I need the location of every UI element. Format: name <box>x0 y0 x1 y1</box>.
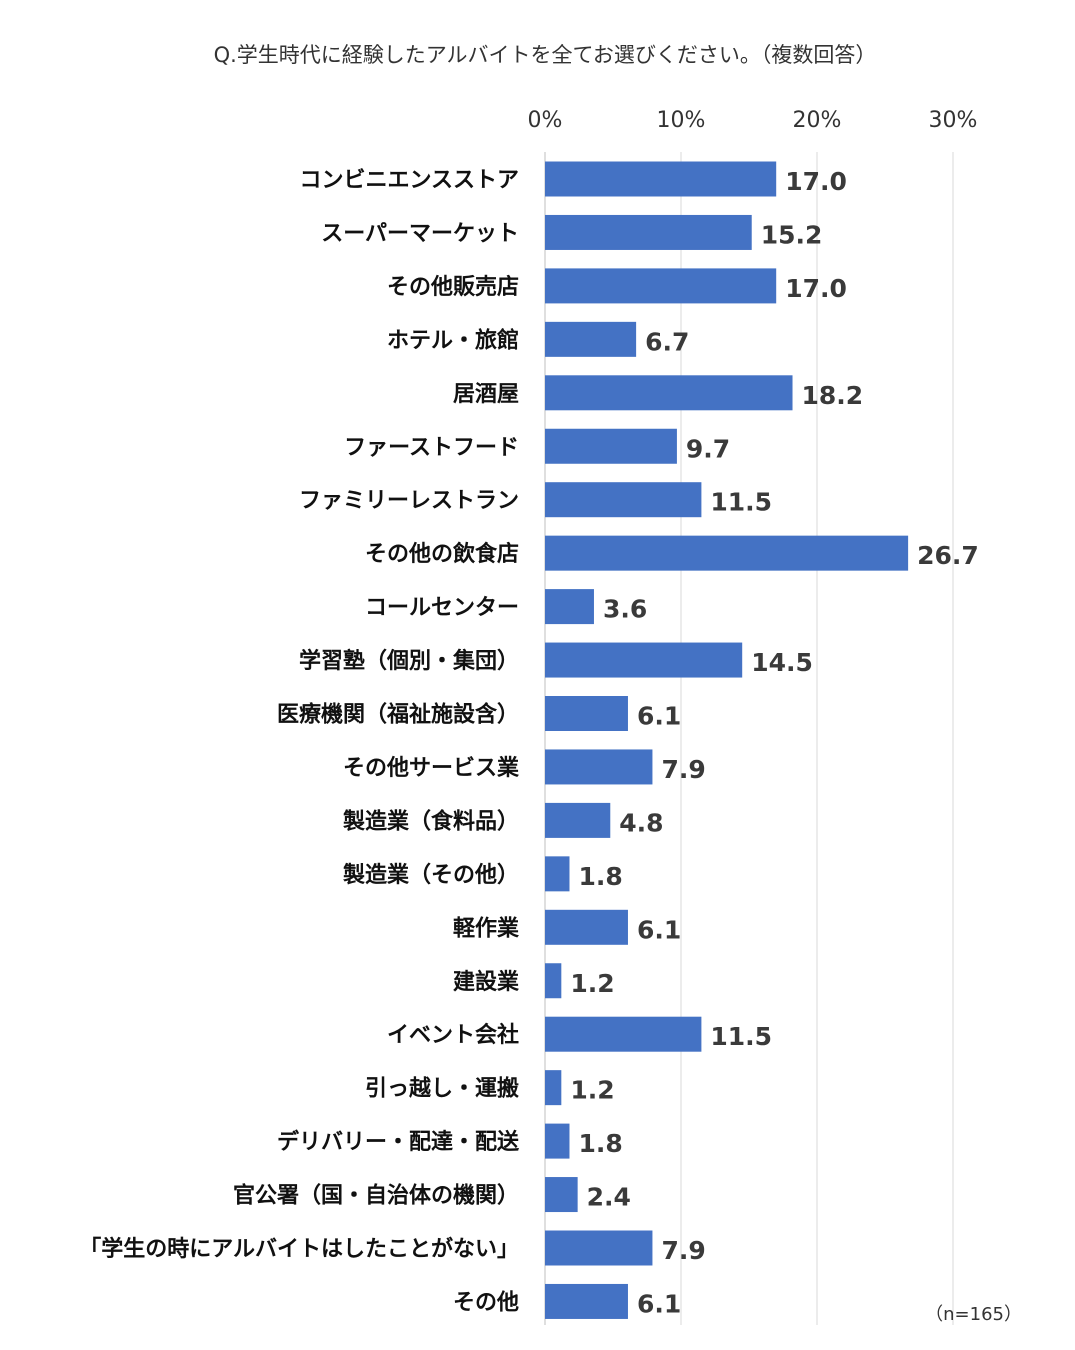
x-tick-label: 30% <box>929 108 978 133</box>
value-label: 17.0 <box>785 167 847 196</box>
value-label: 6.1 <box>637 702 681 731</box>
category-label: コールセンター <box>365 596 519 621</box>
bar <box>545 696 628 731</box>
category-label: ホテル・旅館 <box>387 327 519 353</box>
bars <box>545 161 909 1319</box>
category-label: スーパーマーケット <box>321 221 519 246</box>
value-labels: 17.0 15.2 17.0 6.7 18.2 9.7 11.5 26.7 3.6 14.5 6.1… <box>570 167 978 1318</box>
value-label: 3.6 <box>603 595 647 624</box>
bar <box>545 963 562 999</box>
value-label: 9.7 <box>686 434 730 463</box>
category-label: その他の飲食店 <box>365 541 519 567</box>
bar <box>545 856 570 892</box>
x-axis-ticks: 0% 10% 20% 30% <box>528 108 978 133</box>
value-label: 26.7 <box>917 541 979 570</box>
value-label: 7.9 <box>661 755 705 784</box>
category-label: 学習塾（個別・集団） <box>299 648 519 674</box>
value-label: 1.2 <box>570 1076 614 1105</box>
bar <box>545 1016 702 1052</box>
category-label: デリバリー・配達・配送 <box>277 1129 519 1155</box>
x-tick-label: 0% <box>528 108 563 133</box>
category-label: コンビニエンスストア <box>299 168 519 193</box>
category-label: 引っ越し・運搬 <box>365 1076 519 1102</box>
bar <box>545 909 628 945</box>
bar <box>545 482 702 518</box>
category-label: その他サービス業 <box>343 756 520 781</box>
bar <box>545 428 677 464</box>
category-label: 製造業（食料品） <box>342 808 519 834</box>
value-label: 2.4 <box>587 1183 631 1212</box>
value-label: 11.5 <box>710 488 772 517</box>
bar <box>545 375 793 411</box>
x-tick-label: 20% <box>793 108 842 133</box>
value-label: 4.8 <box>619 808 663 837</box>
value-label: 17.0 <box>785 274 847 303</box>
bar <box>545 1070 562 1106</box>
category-label: 製造業（その他） <box>342 862 519 888</box>
category-label: イベント会社 <box>387 1022 519 1048</box>
sample-size-note: （n=165） <box>925 1304 1022 1325</box>
bar <box>545 749 653 785</box>
value-label: 6.1 <box>637 1289 681 1318</box>
category-label: 軽作業 <box>453 915 520 941</box>
bar <box>545 1283 628 1319</box>
category-labels: コンビニエンスストアスーパーマーケットその他販売店ホテル・旅館居酒屋ファーストフ… <box>79 168 520 1315</box>
category-label: 「学生の時にアルバイトはしたことがない」 <box>79 1236 519 1262</box>
bar <box>545 161 777 197</box>
category-label: 建設業 <box>453 969 520 995</box>
value-label: 15.2 <box>761 220 823 249</box>
chart-title: Q.学生時代に経験したアルバイトを全てお選びください。（複数回答） <box>214 43 877 67</box>
x-tick-label: 10% <box>657 108 706 133</box>
value-label: 7.9 <box>661 1236 705 1265</box>
category-label: その他 <box>453 1290 519 1315</box>
category-label: その他販売店 <box>387 274 519 300</box>
value-label: 6.7 <box>645 327 689 356</box>
bar <box>545 321 637 357</box>
value-label: 11.5 <box>710 1022 772 1051</box>
bar <box>545 1123 570 1159</box>
bar <box>545 642 743 678</box>
value-label: 1.8 <box>578 862 622 891</box>
category-label: ファミリーレストラン <box>299 489 519 514</box>
value-label: 18.2 <box>802 381 864 410</box>
bar <box>545 802 611 838</box>
category-label: 医療機関（福祉施設含） <box>277 702 519 728</box>
category-label: 官公署（国・自治体の機関） <box>233 1183 519 1209</box>
bar <box>545 1177 578 1213</box>
bar <box>545 589 594 625</box>
bar <box>545 268 777 304</box>
category-label: 居酒屋 <box>453 382 519 407</box>
bar <box>545 535 909 571</box>
value-label: 14.5 <box>751 648 813 677</box>
value-label: 1.2 <box>570 969 614 998</box>
value-label: 1.8 <box>578 1129 622 1158</box>
bar <box>545 214 752 250</box>
value-label: 6.1 <box>637 915 681 944</box>
category-label: ファーストフード <box>344 435 519 460</box>
bar <box>545 1230 653 1266</box>
